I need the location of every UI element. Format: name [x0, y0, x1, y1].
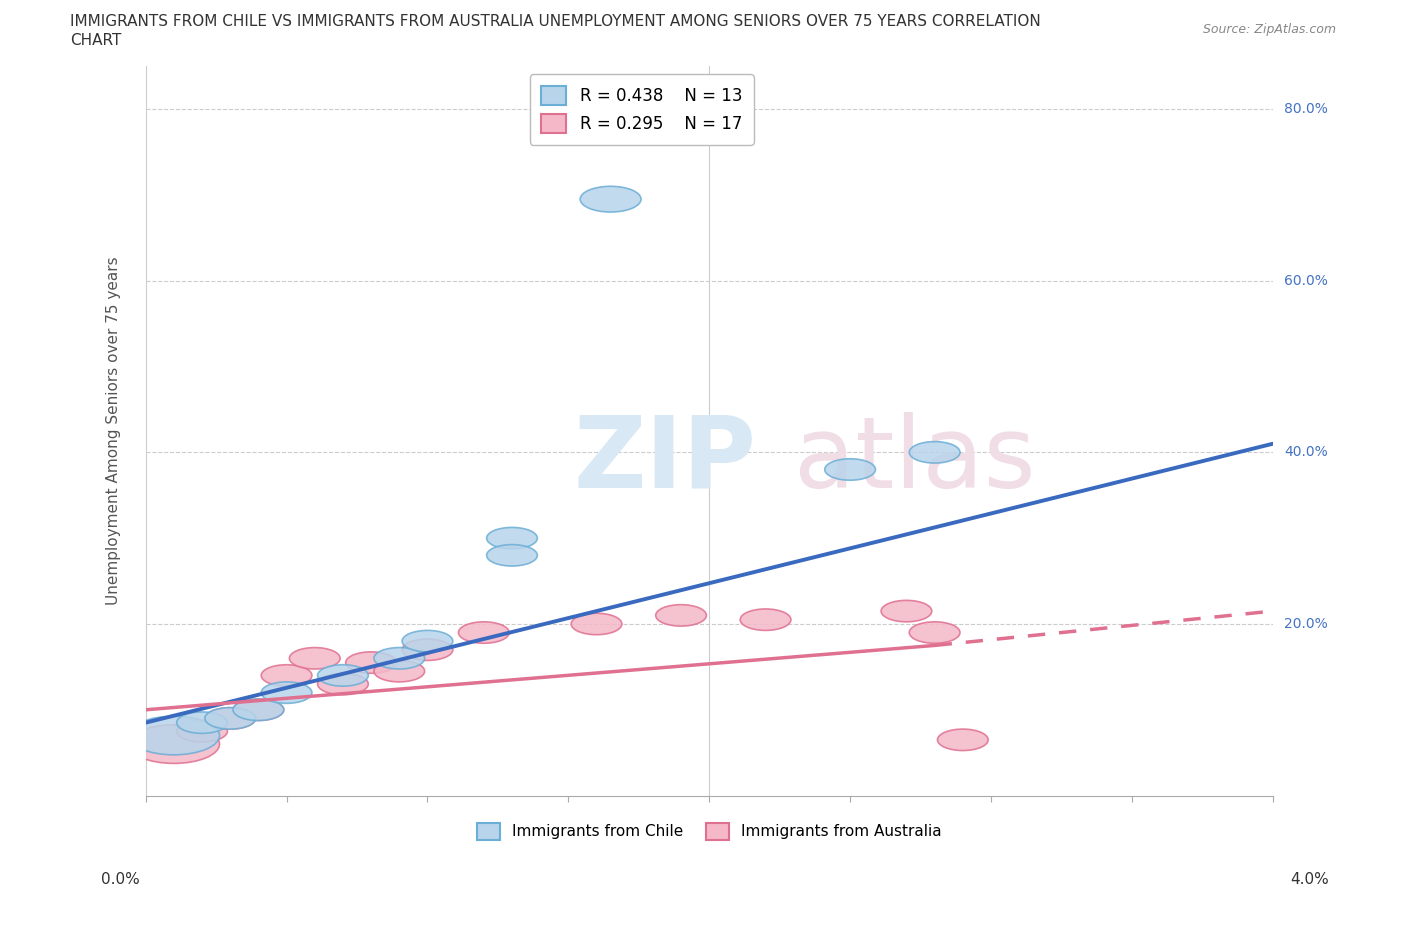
Legend: Immigrants from Chile, Immigrants from Australia: Immigrants from Chile, Immigrants from A…	[471, 817, 948, 846]
Ellipse shape	[910, 442, 960, 463]
Text: 20.0%: 20.0%	[1284, 617, 1327, 631]
Ellipse shape	[374, 647, 425, 669]
Ellipse shape	[486, 545, 537, 566]
Ellipse shape	[318, 665, 368, 686]
Ellipse shape	[205, 708, 256, 729]
Ellipse shape	[402, 631, 453, 652]
Ellipse shape	[374, 660, 425, 682]
Text: 4.0%: 4.0%	[1289, 872, 1329, 887]
Ellipse shape	[177, 712, 228, 734]
Ellipse shape	[486, 527, 537, 549]
Ellipse shape	[825, 458, 876, 480]
Ellipse shape	[205, 708, 256, 729]
Ellipse shape	[740, 609, 792, 631]
Ellipse shape	[177, 721, 228, 742]
Ellipse shape	[655, 604, 706, 626]
Ellipse shape	[581, 186, 641, 212]
Text: atlas: atlas	[794, 412, 1035, 509]
Ellipse shape	[882, 601, 932, 622]
Ellipse shape	[128, 724, 219, 764]
Text: 40.0%: 40.0%	[1284, 445, 1327, 459]
Text: 60.0%: 60.0%	[1284, 273, 1327, 287]
Ellipse shape	[910, 622, 960, 644]
Text: Source: ZipAtlas.com: Source: ZipAtlas.com	[1202, 23, 1336, 36]
Text: IMMIGRANTS FROM CHILE VS IMMIGRANTS FROM AUSTRALIA UNEMPLOYMENT AMONG SENIORS OV: IMMIGRANTS FROM CHILE VS IMMIGRANTS FROM…	[70, 14, 1040, 29]
Ellipse shape	[402, 639, 453, 660]
Y-axis label: Unemployment Among Seniors over 75 years: Unemployment Among Seniors over 75 years	[107, 257, 121, 605]
Ellipse shape	[128, 716, 219, 755]
Text: ZIP: ZIP	[574, 412, 756, 509]
Ellipse shape	[233, 699, 284, 721]
Ellipse shape	[938, 729, 988, 751]
Text: 80.0%: 80.0%	[1284, 102, 1327, 116]
Ellipse shape	[346, 652, 396, 673]
Ellipse shape	[458, 622, 509, 644]
Ellipse shape	[290, 647, 340, 669]
Ellipse shape	[262, 665, 312, 686]
Text: CHART: CHART	[70, 33, 122, 47]
Ellipse shape	[571, 613, 621, 634]
Ellipse shape	[233, 699, 284, 721]
Text: 0.0%: 0.0%	[101, 872, 141, 887]
Ellipse shape	[262, 682, 312, 703]
Ellipse shape	[318, 673, 368, 695]
